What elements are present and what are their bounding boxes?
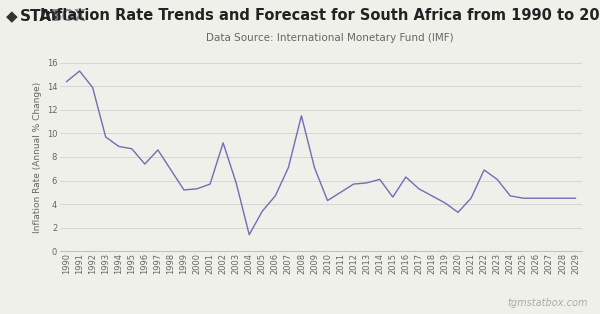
Text: STAT: STAT: [20, 9, 61, 24]
Text: BOX: BOX: [51, 9, 87, 24]
Text: tgmstatbox.com: tgmstatbox.com: [508, 298, 588, 308]
Text: Data Source: International Monetary Fund (IMF): Data Source: International Monetary Fund…: [206, 33, 454, 43]
Text: Inflation Rate Trends and Forecast for South Africa from 1990 to 2029: Inflation Rate Trends and Forecast for S…: [40, 8, 600, 23]
Text: ◆: ◆: [6, 9, 18, 24]
Y-axis label: Inflation Rate (Annual % Change): Inflation Rate (Annual % Change): [34, 81, 43, 233]
